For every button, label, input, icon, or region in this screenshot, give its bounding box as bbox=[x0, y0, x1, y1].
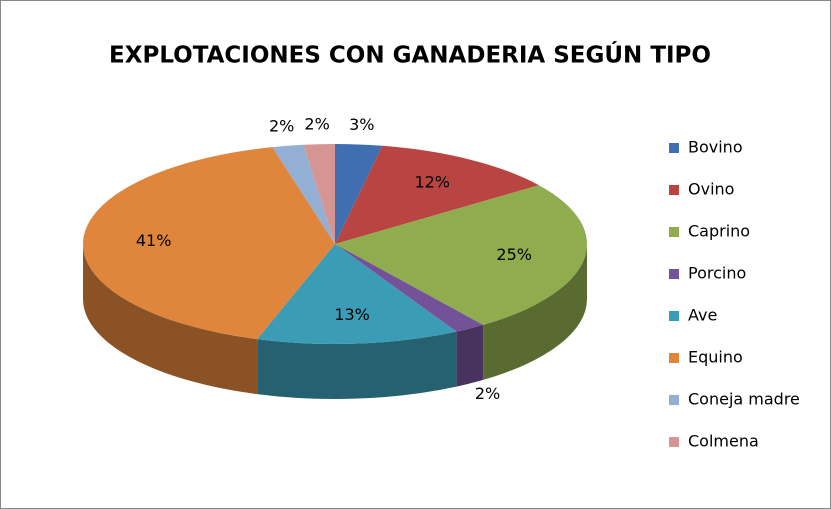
legend-label: Ave bbox=[688, 306, 717, 325]
data-label: 2% bbox=[304, 115, 329, 134]
pie-slice bbox=[335, 244, 484, 332]
data-label: 41% bbox=[136, 231, 172, 250]
legend-swatch bbox=[669, 185, 679, 195]
pie-slice-side bbox=[83, 244, 258, 395]
legend-swatch bbox=[669, 311, 679, 321]
data-label: 2% bbox=[475, 384, 500, 403]
legend-label: Equino bbox=[688, 348, 743, 367]
pie-slice bbox=[272, 144, 335, 244]
pie-slice bbox=[335, 185, 587, 325]
legend-label: Bovino bbox=[688, 138, 743, 157]
legend-label: Colmena bbox=[688, 432, 759, 451]
legend-swatch bbox=[669, 437, 679, 447]
pie-slice bbox=[303, 144, 335, 244]
data-label: 13% bbox=[334, 305, 370, 324]
legend-label: Caprino bbox=[688, 222, 750, 241]
legend-swatch bbox=[669, 143, 679, 153]
legend-swatch bbox=[669, 353, 679, 363]
legend-swatch bbox=[669, 227, 679, 237]
legend-label: Ovino bbox=[688, 180, 734, 199]
data-label: 12% bbox=[414, 173, 450, 192]
data-label: 25% bbox=[496, 245, 532, 264]
data-label: 3% bbox=[349, 115, 374, 134]
pie-slice-side bbox=[483, 244, 587, 380]
legend-label: Porcino bbox=[688, 264, 746, 283]
data-label: 2% bbox=[269, 117, 294, 136]
pie-slice-side bbox=[257, 331, 457, 400]
legend-label: Coneja madre bbox=[688, 390, 800, 409]
pie-slice bbox=[335, 144, 383, 244]
pie-slice bbox=[82, 147, 336, 340]
pie-slice bbox=[335, 145, 539, 244]
pie-slice-side bbox=[456, 324, 484, 387]
legend-swatch bbox=[669, 269, 679, 279]
pie-slice bbox=[257, 244, 457, 344]
legend-swatch bbox=[669, 395, 679, 405]
chart-title: EXPLOTACIONES CON GANADERIA SEGÚN TIPO bbox=[109, 41, 711, 69]
